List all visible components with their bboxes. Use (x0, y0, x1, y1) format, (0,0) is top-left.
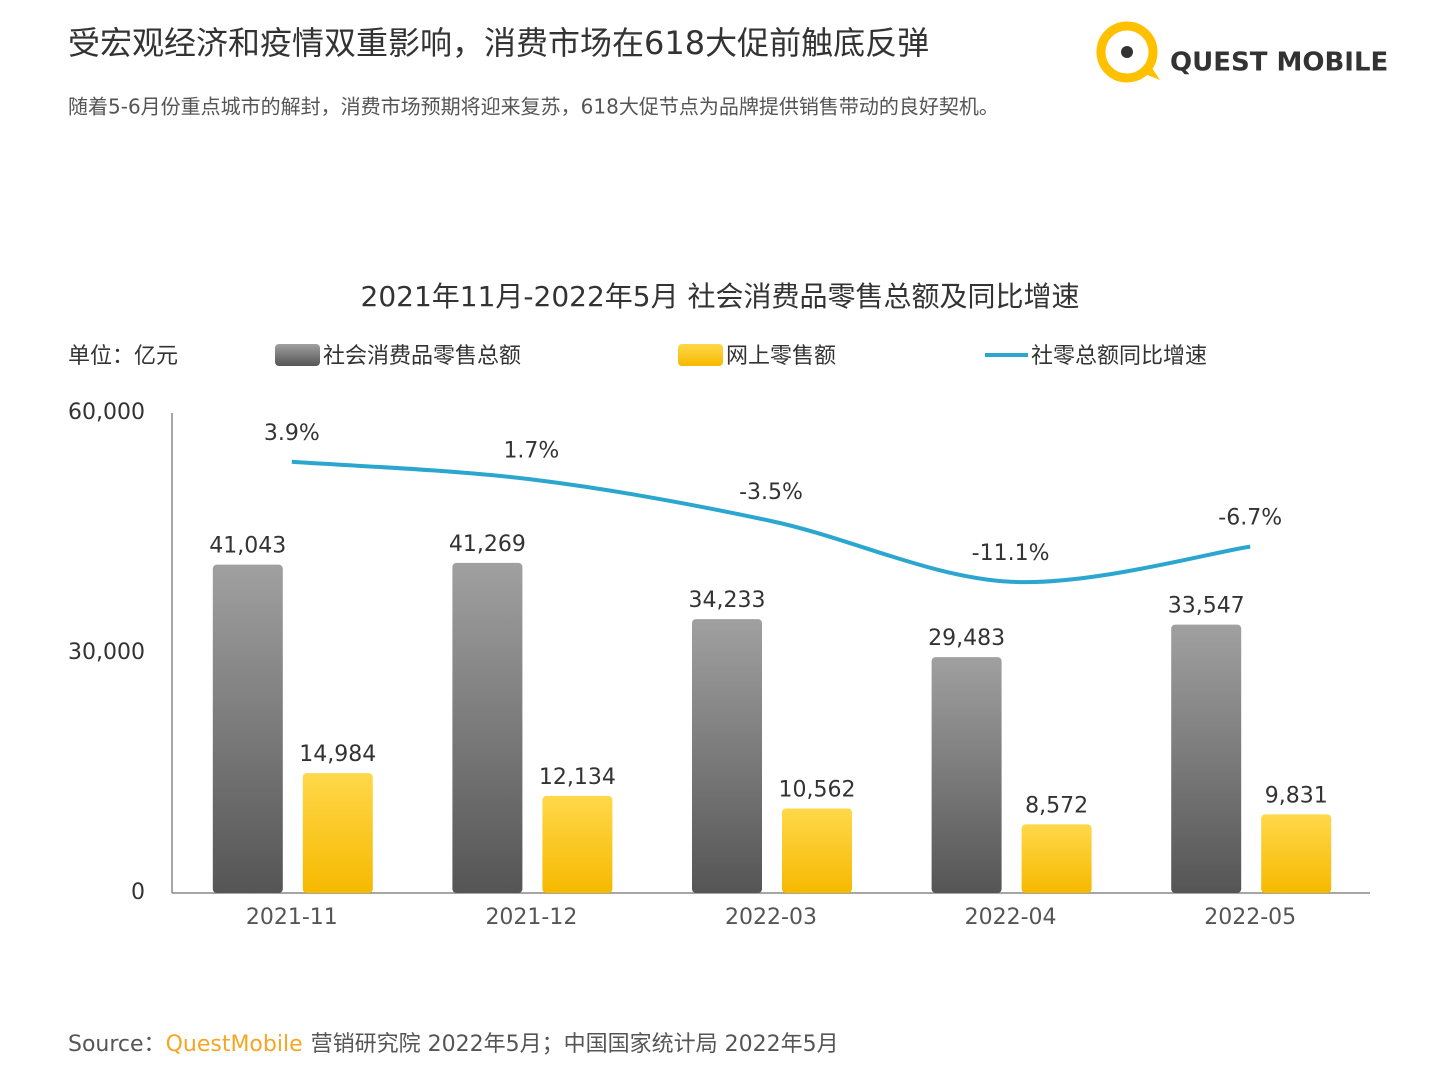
data-label: 41,269 (449, 532, 526, 557)
x-tick-label: 2021-12 (485, 905, 577, 930)
source-brand: QuestMobile (166, 1032, 303, 1057)
page-title: 受宏观经济和疫情双重影响，消费市场在618大促前触底反弹 (68, 24, 929, 62)
data-label: 8,572 (1025, 793, 1088, 818)
bar (212, 564, 283, 893)
x-tick-label: 2022-03 (725, 905, 817, 930)
data-label: 1.7% (503, 438, 559, 463)
legend-swatch (275, 344, 320, 366)
data-label: -11.1% (972, 541, 1050, 566)
bar (782, 808, 852, 893)
logo-text: QUEST MOBILE (1170, 48, 1388, 78)
bar (302, 773, 373, 893)
legend-label: 社零总额同比增速 (1031, 344, 1207, 369)
bar (1021, 824, 1092, 893)
bar (692, 619, 762, 893)
bar (931, 657, 1002, 893)
source-text: 营销研究院 2022年5月；中国国家统计局 2022年5月 (311, 1032, 839, 1057)
legend-swatch (678, 344, 723, 366)
bar (452, 562, 523, 893)
y-tick-label: 0 (131, 880, 145, 905)
data-label: 14,984 (299, 742, 376, 767)
data-label: 34,233 (689, 588, 766, 613)
chart-title: 2021年11月-2022年5月 社会消费品零售总额及同比增速 (361, 280, 1080, 313)
data-label: 3.9% (264, 421, 320, 446)
legend-label: 网上零售额 (726, 344, 836, 369)
logo: QUEST MOBILE (1096, 21, 1388, 83)
legend-label: 社会消费品零售总额 (323, 344, 521, 369)
source: Source：QuestMobile 营销研究院 2022年5月；中国国家统计局 … (68, 1032, 839, 1057)
x-tick-label: 2022-04 (965, 905, 1057, 930)
line (291, 459, 1251, 585)
data-label: 33,547 (1168, 594, 1245, 619)
y-tick-label: 30,000 (68, 640, 145, 665)
unit-label: 单位：亿元 (68, 344, 178, 369)
data-label: 41,043 (209, 534, 286, 559)
data-label: -6.7% (1218, 506, 1282, 531)
bar (1261, 814, 1332, 893)
data-label: 29,483 (928, 626, 1005, 651)
data-label: 9,831 (1265, 783, 1328, 808)
data-label: -3.5% (739, 480, 803, 505)
source-label: Source： (68, 1032, 166, 1057)
data-label: 12,134 (539, 765, 616, 790)
data-label: 10,562 (779, 778, 856, 803)
y-tick-label: 60,000 (68, 400, 145, 425)
x-tick-label: 2021-11 (246, 905, 338, 930)
bar (542, 795, 613, 893)
bar (1171, 624, 1242, 893)
page-subtitle: 随着5-6月份重点城市的解封，消费市场预期将迎来复苏，618大促节点为品牌提供销… (68, 95, 999, 119)
x-tick-label: 2022-05 (1204, 905, 1296, 930)
